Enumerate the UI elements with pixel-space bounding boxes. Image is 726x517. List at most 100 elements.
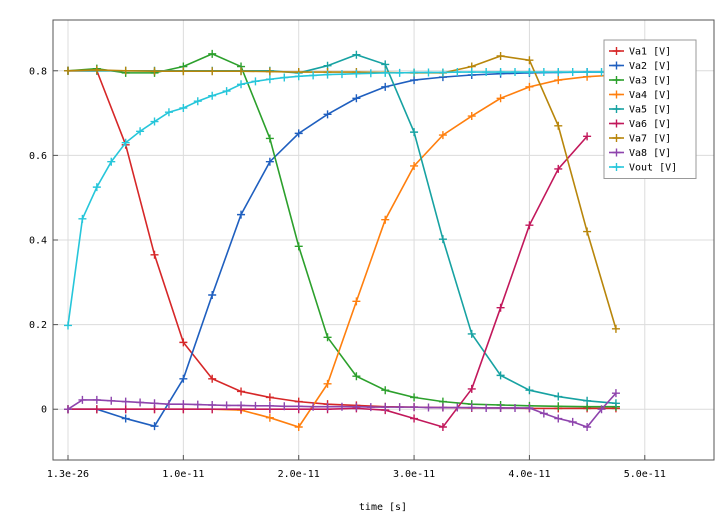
legend-label: Va5 [V]: [629, 105, 671, 116]
data-point: [337, 402, 346, 411]
data-point: [237, 67, 246, 76]
data-point: [107, 157, 116, 166]
data-point: [554, 76, 563, 85]
data-point: [280, 402, 289, 411]
data-point: [366, 403, 375, 412]
y-tick-label: 0.6: [29, 151, 47, 162]
data-point: [222, 87, 231, 96]
data-point: [63, 321, 72, 330]
data-point: [107, 396, 116, 405]
legend-item: Va3 [V]: [609, 76, 671, 87]
data-point: [323, 110, 332, 119]
data-point: [438, 403, 447, 412]
data-point: [410, 128, 419, 137]
legend-marker: [612, 76, 621, 84]
data-point: [395, 68, 404, 77]
legend-marker: [612, 134, 621, 142]
data-point: [511, 68, 520, 77]
data-point: [179, 67, 188, 76]
legend-label: Va7 [V]: [629, 134, 671, 145]
data-point: [496, 303, 505, 312]
data-point: [237, 80, 246, 89]
data-point: [554, 164, 563, 173]
data-point: [294, 72, 303, 81]
data-point: [597, 405, 606, 414]
legend-item: Va2 [V]: [609, 61, 671, 72]
data-point: [352, 50, 361, 59]
legend-marker: [612, 105, 621, 113]
data-point: [337, 70, 346, 79]
legend-label: Va8 [V]: [629, 148, 671, 159]
data-point: [467, 68, 476, 77]
data-point: [121, 138, 130, 147]
data-point: [265, 67, 274, 76]
data-point: [438, 235, 447, 244]
data-point: [525, 82, 534, 91]
legend-marker: [612, 90, 621, 99]
data-point: [554, 392, 563, 401]
x-tick-label: 4.0e-11: [508, 469, 550, 480]
x-tick-label: 5.0e-11: [624, 469, 666, 480]
y-tick-label: 0.8: [29, 66, 47, 77]
data-point: [309, 402, 318, 411]
data-point: [78, 214, 87, 223]
data-point: [294, 402, 303, 411]
data-point: [482, 68, 491, 77]
data-point: [583, 396, 592, 405]
data-point: [583, 132, 592, 141]
legend-item: Va4 [V]: [609, 90, 671, 101]
data-point: [150, 422, 159, 431]
data-point: [193, 400, 202, 409]
data-point: [323, 379, 332, 388]
data-point: [251, 77, 260, 86]
data-point: [410, 414, 419, 423]
data-point: [323, 402, 332, 411]
data-point: [583, 68, 592, 77]
data-point: [539, 409, 548, 418]
data-point: [179, 338, 188, 347]
data-point: [395, 403, 404, 412]
data-point: [467, 329, 476, 338]
data-point: [294, 423, 303, 431]
data-point: [323, 333, 332, 342]
data-point: [92, 405, 101, 414]
data-point: [424, 68, 433, 77]
series-8: [63, 389, 620, 431]
data-point: [265, 393, 274, 402]
data-point: [568, 68, 577, 77]
legend-item: Va8 [V]: [609, 148, 671, 159]
data-point: [237, 387, 246, 396]
data-point: [294, 129, 303, 138]
legend-label: Va2 [V]: [629, 61, 671, 72]
data-point: [179, 400, 188, 409]
data-point: [424, 403, 433, 412]
y-tick-label: 0.4: [29, 236, 47, 247]
legend-item: Vout [V]: [609, 163, 677, 174]
data-point: [410, 76, 419, 85]
axis-ticks: 1.3e-26 1.0e-11 2.0e-11 3.0e-11 4.0e-11 5.0e-…: [29, 66, 666, 480]
data-point: [611, 399, 620, 408]
data-point: [525, 221, 534, 230]
data-point: [496, 94, 505, 103]
data-point: [208, 49, 217, 58]
data-point: [482, 403, 491, 412]
data-point: [136, 127, 145, 136]
legend-marker: [612, 61, 621, 70]
legend-label: Va4 [V]: [629, 90, 671, 101]
data-point: [539, 68, 548, 77]
data-point: [583, 227, 592, 236]
data-point: [193, 97, 202, 106]
data-point: [568, 417, 577, 426]
data-point: [496, 371, 505, 380]
data-point: [381, 60, 390, 69]
data-point: [309, 71, 318, 80]
data-point: [121, 66, 130, 75]
data-point: [121, 397, 130, 406]
legend-item: Va7 [V]: [609, 134, 671, 145]
legend-marker: [612, 47, 621, 55]
data-point: [467, 112, 476, 121]
data-point: [294, 242, 303, 251]
data-point: [121, 414, 130, 423]
data-point: [496, 403, 505, 412]
